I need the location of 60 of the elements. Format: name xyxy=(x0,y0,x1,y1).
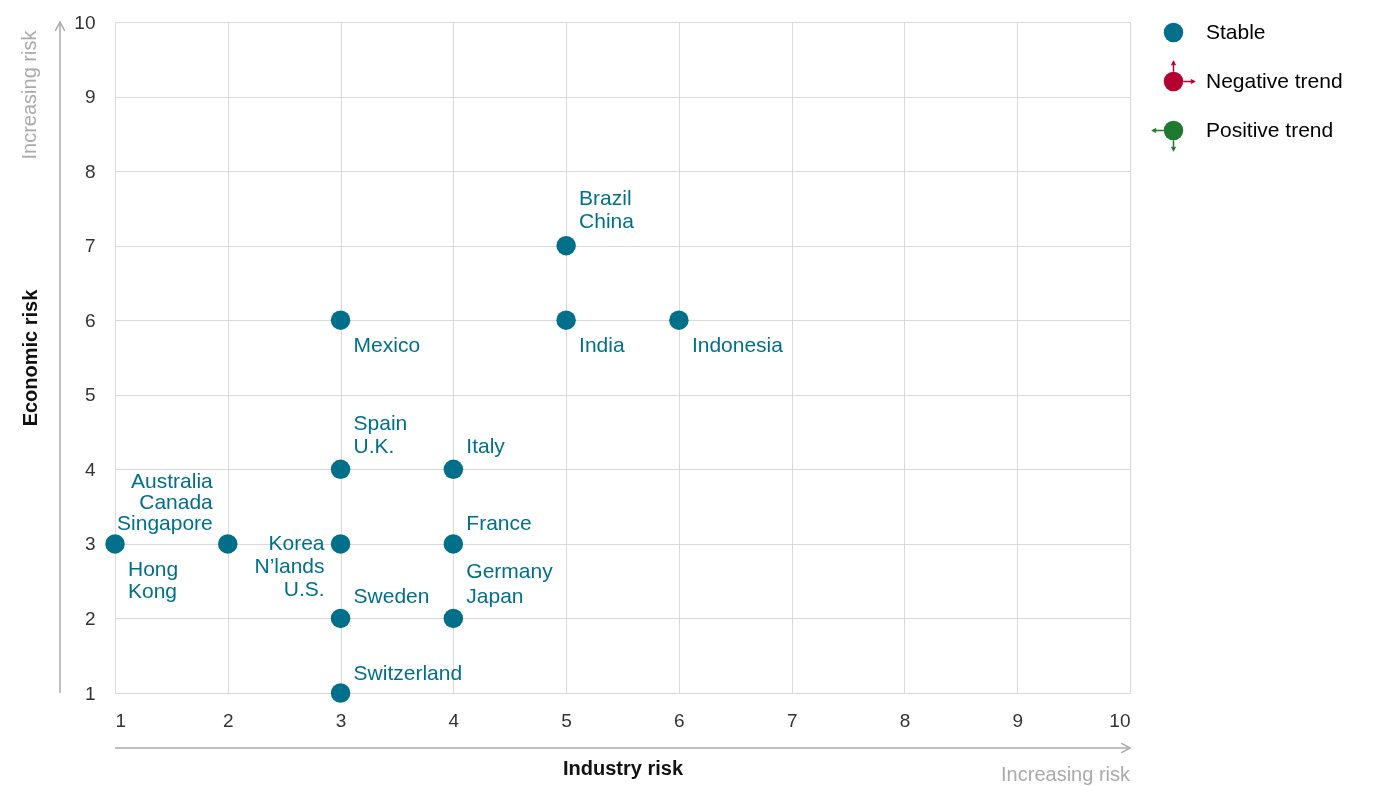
x-tick-label: 2 xyxy=(222,709,234,731)
text: Increasing risk xyxy=(1001,763,1131,785)
y-tick-label: 4 xyxy=(84,458,96,480)
annotation: Hong Kong xyxy=(128,556,179,602)
annotation: Germany xyxy=(466,559,554,583)
point xyxy=(218,534,238,554)
y-axis-title: Economic risk xyxy=(18,288,41,427)
x-tick-label: 6 xyxy=(674,709,685,731)
annotation: Singapore xyxy=(117,510,213,534)
legend-label: Negative trend xyxy=(1206,68,1343,92)
legend-label: Positive trend xyxy=(1206,117,1334,141)
annotation: Brazil xyxy=(579,185,632,209)
annotation: Mexico xyxy=(353,333,421,357)
y-tick-label: 3 xyxy=(84,533,96,555)
y-tick-label: 8 xyxy=(84,160,96,182)
annotation: Switzerland xyxy=(353,661,463,684)
y-tick-label: 1 xyxy=(84,682,96,704)
y-tick-label: 9 xyxy=(84,86,96,108)
annotation: U.K. xyxy=(353,434,395,458)
x-tick-label: 7 xyxy=(786,709,798,731)
point xyxy=(330,534,351,554)
x-tick-label: 8 xyxy=(899,709,911,731)
annotation: N’lands xyxy=(254,553,325,577)
x-tick-label: 4 xyxy=(448,709,460,731)
annotation: Spain xyxy=(353,411,408,435)
annotation: China xyxy=(579,208,635,232)
annotation: U.S. xyxy=(283,576,325,600)
x-tick-label: 3 xyxy=(335,709,347,731)
point xyxy=(330,310,351,330)
y-tick-label: 10 xyxy=(74,11,96,33)
point xyxy=(105,534,125,554)
annotation: Canada xyxy=(139,489,214,513)
point xyxy=(556,235,576,256)
y-tick-label: 7 xyxy=(84,235,96,257)
y-tick-label: 2 xyxy=(84,607,96,629)
y-tick-label: 5 xyxy=(84,384,96,406)
annotation: India xyxy=(579,333,625,357)
point xyxy=(443,608,464,629)
x-tick-label: 9 xyxy=(1012,709,1024,731)
point xyxy=(330,683,351,703)
annotation: Italy xyxy=(466,434,506,458)
legend-label: Stable xyxy=(1206,19,1266,43)
point xyxy=(330,459,351,480)
annotation: Sweden xyxy=(353,584,430,608)
x-tick-label: 5 xyxy=(561,709,572,731)
x-tick-label: 1 xyxy=(115,709,127,731)
y-tick-label: 6 xyxy=(84,309,96,331)
text: Increasing risk xyxy=(18,29,40,160)
annotation: France xyxy=(466,510,532,534)
x-axis-title: Industry risk xyxy=(562,756,684,779)
point xyxy=(443,459,464,480)
point xyxy=(443,534,464,554)
point xyxy=(669,310,689,330)
x-tick-label: 10 xyxy=(1109,709,1131,731)
annotation: Japan xyxy=(466,584,524,608)
point xyxy=(556,310,576,330)
point xyxy=(330,608,351,629)
annotation: Indonesia xyxy=(691,333,784,357)
annotation: Korea xyxy=(268,530,325,554)
annotation: Australia xyxy=(131,468,214,492)
